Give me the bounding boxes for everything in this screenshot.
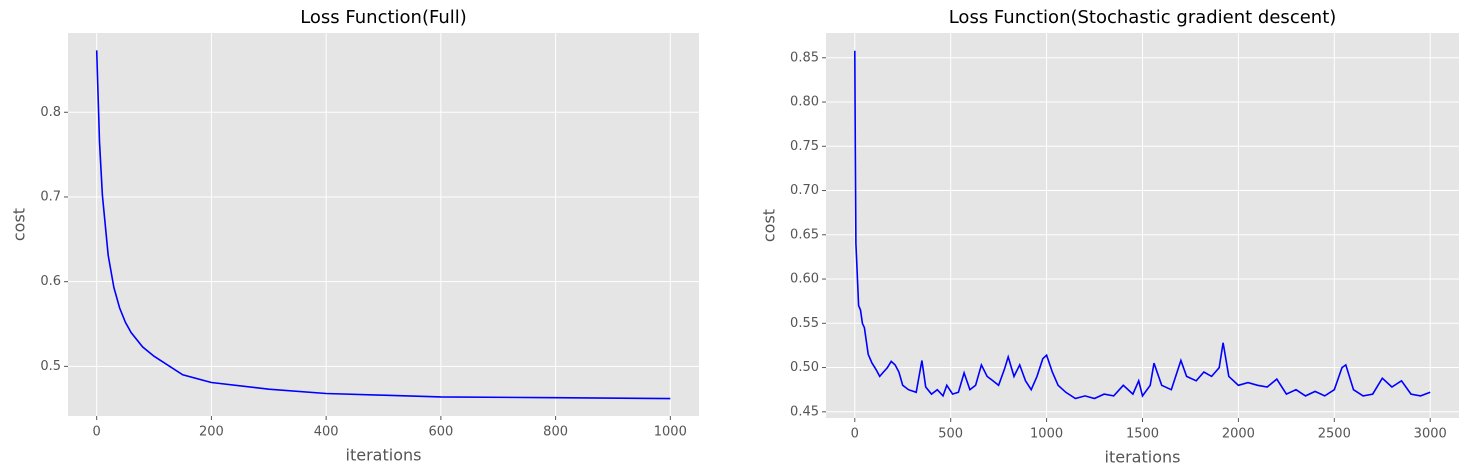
x-tick-label: 0 [93,425,101,440]
x-tick-label: 2500 [1318,427,1351,442]
x-axis-label: iterations [1105,448,1181,467]
y-tick-label: 0.80 [790,95,819,110]
x-tick-label: 2000 [1222,427,1255,442]
x-tick-label: 1000 [654,425,687,440]
x-tick-label: 1500 [1126,427,1159,442]
y-tick-label: 0.50 [790,360,819,375]
y-tick-label: 0.45 [790,404,819,419]
y-tick-label: 0.5 [40,359,61,374]
plot-area [68,33,699,416]
chart-title: Loss Function(Full) [300,7,467,28]
y-axis-label: cost [760,209,779,242]
y-tick-label: 0.7 [40,189,61,204]
y-tick-label: 0.85 [790,50,819,65]
y-tick-label: 0.55 [790,316,819,331]
x-tick-label: 800 [543,425,568,440]
y-tick-label: 0.6 [40,274,61,289]
y-tick-label: 0.8 [40,105,61,120]
x-tick-label: 500 [938,427,963,442]
x-tick-label: 3000 [1414,427,1447,442]
y-tick-label: 0.60 [790,272,819,287]
x-axis-label: iterations [346,446,422,465]
x-tick-label: 400 [314,425,339,440]
y-tick-label: 0.65 [790,227,819,242]
y-tick-label: 0.75 [790,139,819,154]
x-tick-label: 0 [851,427,859,442]
y-axis-label: cost [10,208,29,241]
loss-line [95,50,671,400]
y-tick-label: 0.70 [790,183,819,198]
x-tick-label: 200 [199,425,224,440]
chart-title: Loss Function(Stochastic gradient descen… [949,7,1337,28]
x-tick-label: 1000 [1030,427,1063,442]
loss-line [853,50,1431,400]
x-tick-label: 600 [428,425,453,440]
